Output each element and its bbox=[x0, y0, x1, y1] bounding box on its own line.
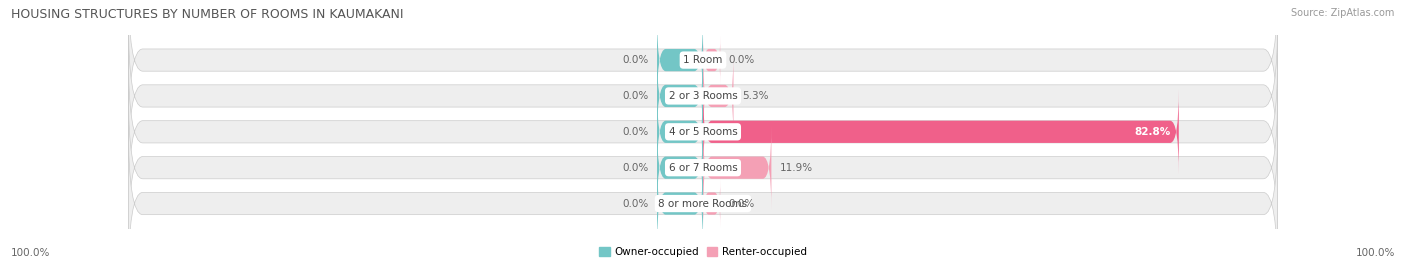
Text: Source: ZipAtlas.com: Source: ZipAtlas.com bbox=[1291, 8, 1395, 18]
Text: 6 or 7 Rooms: 6 or 7 Rooms bbox=[669, 163, 737, 173]
FancyBboxPatch shape bbox=[703, 89, 1178, 175]
FancyBboxPatch shape bbox=[128, 125, 1278, 269]
Text: 0.0%: 0.0% bbox=[623, 91, 648, 101]
Text: 4 or 5 Rooms: 4 or 5 Rooms bbox=[669, 127, 737, 137]
FancyBboxPatch shape bbox=[128, 53, 1278, 210]
FancyBboxPatch shape bbox=[703, 53, 734, 139]
FancyBboxPatch shape bbox=[657, 89, 703, 175]
FancyBboxPatch shape bbox=[703, 179, 720, 228]
FancyBboxPatch shape bbox=[703, 125, 772, 210]
Text: 5.3%: 5.3% bbox=[742, 91, 769, 101]
FancyBboxPatch shape bbox=[128, 17, 1278, 175]
Text: 0.0%: 0.0% bbox=[623, 163, 648, 173]
Text: 0.0%: 0.0% bbox=[728, 55, 755, 65]
FancyBboxPatch shape bbox=[128, 0, 1278, 139]
FancyBboxPatch shape bbox=[657, 53, 703, 139]
Text: 11.9%: 11.9% bbox=[780, 163, 813, 173]
FancyBboxPatch shape bbox=[657, 161, 703, 246]
Text: 0.0%: 0.0% bbox=[623, 199, 648, 208]
Text: 0.0%: 0.0% bbox=[623, 55, 648, 65]
Text: 0.0%: 0.0% bbox=[623, 127, 648, 137]
Text: 100.0%: 100.0% bbox=[11, 248, 51, 258]
Text: 2 or 3 Rooms: 2 or 3 Rooms bbox=[669, 91, 737, 101]
Text: 8 or more Rooms: 8 or more Rooms bbox=[658, 199, 748, 208]
Text: 82.8%: 82.8% bbox=[1133, 127, 1170, 137]
Legend: Owner-occupied, Renter-occupied: Owner-occupied, Renter-occupied bbox=[595, 243, 811, 261]
Text: 0.0%: 0.0% bbox=[728, 199, 755, 208]
Text: HOUSING STRUCTURES BY NUMBER OF ROOMS IN KAUMAKANI: HOUSING STRUCTURES BY NUMBER OF ROOMS IN… bbox=[11, 8, 404, 21]
FancyBboxPatch shape bbox=[657, 125, 703, 210]
FancyBboxPatch shape bbox=[128, 89, 1278, 246]
Text: 100.0%: 100.0% bbox=[1355, 248, 1395, 258]
Text: 1 Room: 1 Room bbox=[683, 55, 723, 65]
FancyBboxPatch shape bbox=[703, 35, 720, 85]
FancyBboxPatch shape bbox=[657, 17, 703, 103]
